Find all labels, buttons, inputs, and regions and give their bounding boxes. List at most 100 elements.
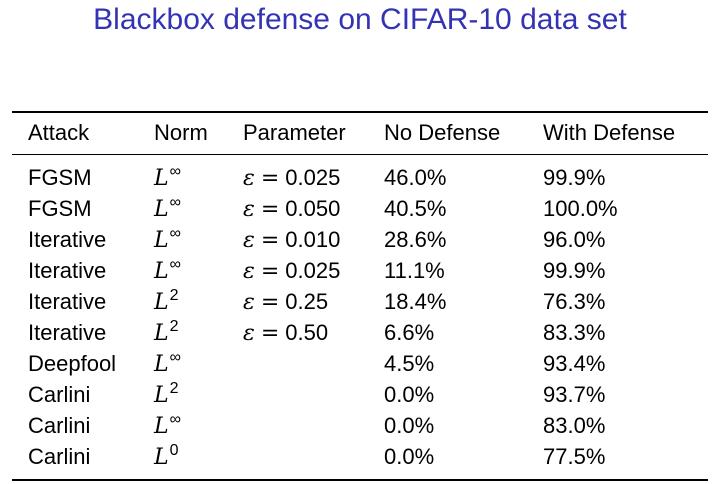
norm-exponent: ∞ [169, 194, 182, 211]
attack-cell: Iterative [28, 320, 107, 345]
norm-exponent: 2 [169, 287, 179, 304]
no-defense-cell: 28.6% [384, 227, 447, 252]
no-defense-cell: 18.4% [384, 289, 447, 314]
norm-exponent: 0 [169, 442, 179, 459]
table-row: Deepfool L∞ 4.5% 93.4% [0, 348, 720, 379]
no-defense-cell: 11.1% [384, 258, 445, 283]
norm-cell: L2 [154, 286, 179, 320]
parameter-value: 0.025 [285, 258, 341, 283]
epsilon-symbol: ε [243, 321, 255, 346]
no-defense-cell: 46.0% [384, 165, 447, 190]
parameter-cell: ε = 0.50 [243, 317, 328, 349]
equals-sign: = [260, 290, 280, 315]
with-defense-cell: 99.9% [543, 165, 606, 190]
table-row: FGSM L∞ ε = 0.025 46.0% 99.9% [0, 162, 720, 193]
norm-cell: L∞ [154, 162, 181, 196]
norm-base: L [154, 352, 169, 377]
norm-exponent: 2 [169, 380, 179, 397]
no-defense-cell: 6.6% [384, 320, 435, 345]
norm-base: L [154, 383, 169, 408]
norm-base: L [154, 445, 169, 470]
norm-base: L [154, 197, 169, 222]
norm-cell: L∞ [154, 348, 181, 382]
parameter-value: 0.050 [285, 196, 341, 221]
parameter-cell: ε = 0.25 [243, 286, 328, 318]
table-header-row: Attack Norm Parameter No Defense With De… [0, 117, 720, 148]
header-no-defense: No Defense [384, 120, 501, 145]
parameter-cell: ε = 0.025 [243, 255, 340, 287]
parameter-cell: ε = 0.025 [243, 162, 340, 194]
with-defense-cell: 76.3% [543, 289, 606, 314]
table-row: Iterative L∞ ε = 0.025 11.1% 99.9% [0, 255, 720, 286]
table-top-rule [12, 111, 708, 113]
with-defense-cell: 83.0% [543, 413, 606, 438]
equals-sign: = [260, 228, 280, 253]
equals-sign: = [260, 259, 280, 284]
no-defense-cell: 40.5% [384, 196, 447, 221]
parameter-cell [243, 410, 255, 442]
attack-cell: Deepfool [28, 351, 117, 376]
table-row: Iterative L2 ε = 0.50 6.6% 83.3% [0, 317, 720, 348]
norm-exponent: ∞ [169, 349, 182, 366]
norm-base: L [154, 321, 169, 346]
norm-cell: L∞ [154, 255, 181, 289]
parameter-cell: ε = 0.010 [243, 224, 340, 256]
norm-exponent: 2 [169, 318, 179, 335]
epsilon-symbol: ε [243, 166, 255, 191]
table-bottom-rule [12, 479, 708, 481]
table-row: Carlini L2 0.0% 93.7% [0, 379, 720, 410]
with-defense-cell: 77.5% [543, 444, 606, 469]
parameter-cell [243, 348, 255, 380]
parameter-cell: ε = 0.050 [243, 193, 340, 225]
norm-cell: L∞ [154, 193, 181, 227]
parameter-value: 0.25 [285, 289, 329, 314]
table-row: Carlini L∞ 0.0% 83.0% [0, 410, 720, 441]
no-defense-cell: 0.0% [384, 382, 435, 407]
epsilon-symbol: ε [243, 259, 255, 284]
table-header-rule [12, 154, 708, 155]
norm-cell: L∞ [154, 410, 181, 444]
parameter-value: 0.010 [285, 227, 341, 252]
no-defense-cell: 0.0% [384, 413, 435, 438]
norm-exponent: ∞ [169, 225, 182, 242]
with-defense-cell: 83.3% [543, 320, 606, 345]
attack-cell: Iterative [28, 258, 107, 283]
header-norm: Norm [154, 120, 208, 145]
header-parameter: Parameter [243, 120, 346, 145]
norm-cell: L2 [154, 379, 179, 413]
attack-cell: FGSM [28, 196, 92, 221]
norm-cell: L2 [154, 317, 179, 351]
norm-base: L [154, 414, 169, 439]
attack-cell: FGSM [28, 165, 92, 190]
equals-sign: = [260, 321, 280, 346]
parameter-cell [243, 441, 255, 473]
parameter-value: 0.50 [285, 320, 329, 345]
epsilon-symbol: ε [243, 290, 255, 315]
with-defense-cell: 93.7% [543, 382, 606, 407]
table-row: FGSM L∞ ε = 0.050 40.5% 100.0% [0, 193, 720, 224]
equals-sign: = [260, 166, 280, 191]
table-row: Carlini L0 0.0% 77.5% [0, 441, 720, 472]
parameter-cell [243, 379, 255, 411]
with-defense-cell: 99.9% [543, 258, 606, 283]
norm-base: L [154, 259, 169, 284]
epsilon-symbol: ε [243, 197, 255, 222]
with-defense-cell: 96.0% [543, 227, 606, 252]
norm-exponent: ∞ [169, 163, 182, 180]
attack-cell: Carlini [28, 444, 91, 469]
norm-cell: L∞ [154, 224, 181, 258]
norm-exponent: ∞ [169, 411, 182, 428]
norm-exponent: ∞ [169, 256, 182, 273]
norm-cell: L0 [154, 441, 179, 475]
no-defense-cell: 0.0% [384, 444, 435, 469]
header-attack: Attack [28, 120, 90, 145]
with-defense-cell: 93.4% [543, 351, 606, 376]
norm-base: L [154, 290, 169, 315]
attack-cell: Carlini [28, 413, 91, 438]
with-defense-cell: 100.0% [543, 196, 618, 221]
header-with-defense: With Defense [543, 120, 676, 145]
attack-cell: Carlini [28, 382, 91, 407]
table-row: Iterative L∞ ε = 0.010 28.6% 96.0% [0, 224, 720, 255]
attack-cell: Iterative [28, 289, 107, 314]
slide-title: Blackbox defense on CIFAR-10 data set [93, 3, 627, 36]
